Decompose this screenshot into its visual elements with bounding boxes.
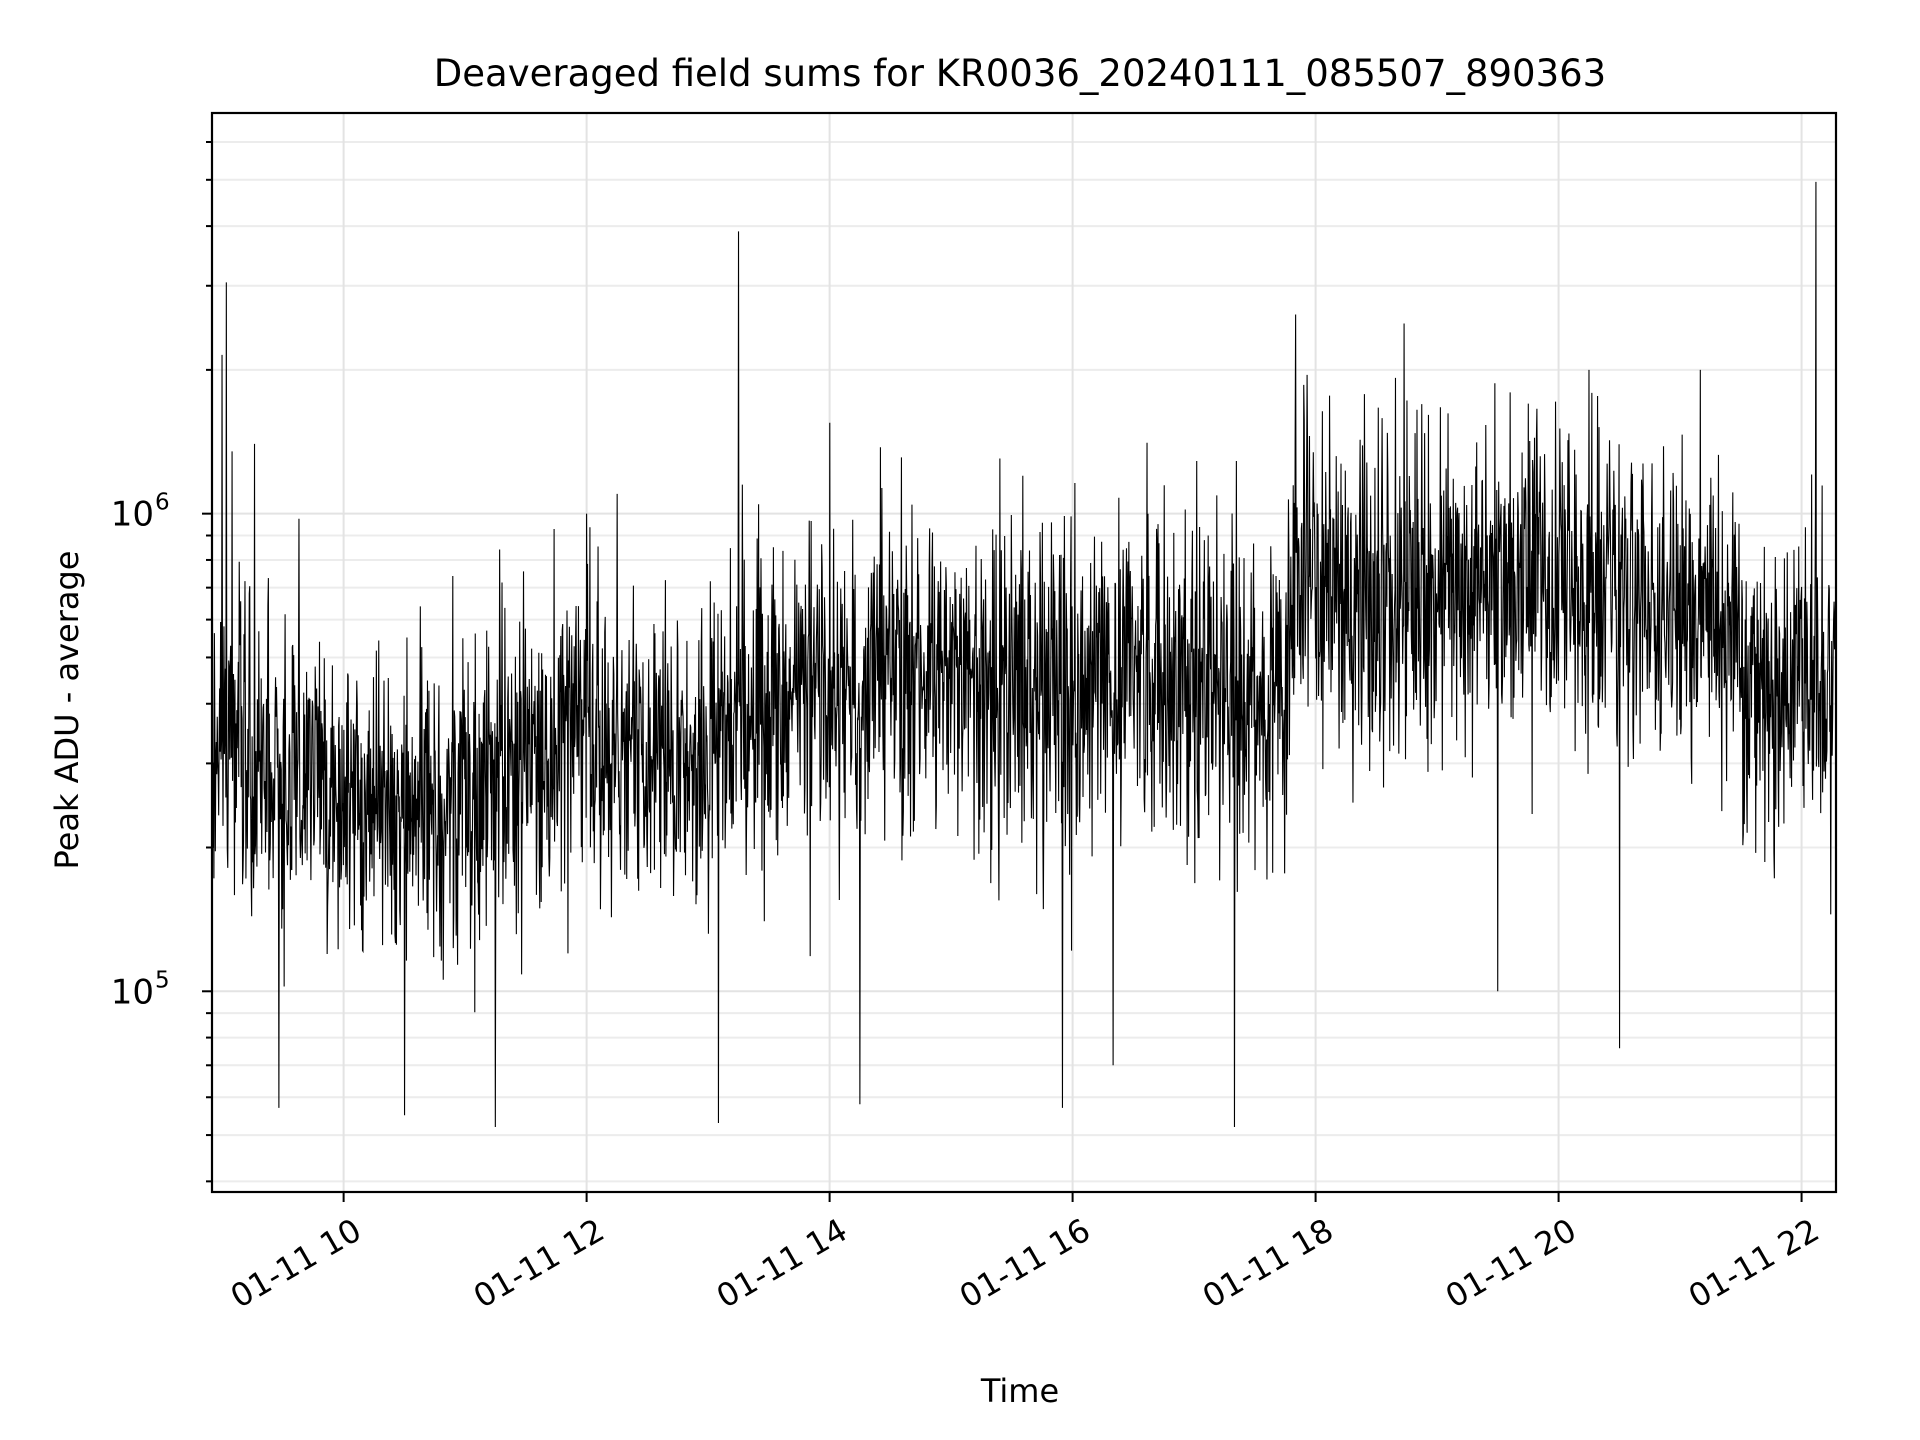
series-line: [211, 181, 1837, 1127]
y-axis-label: Peak ADU - average: [48, 551, 86, 870]
plot-frame: [210, 111, 1838, 1194]
series-layer: [211, 181, 1837, 1127]
chart-title: Deaveraged field sums for KR0036_2024011…: [434, 52, 1606, 95]
y-tick-label: 10: [111, 972, 154, 1012]
y-tick-exponent: 5: [155, 967, 170, 993]
y-tick-exponent: 6: [155, 490, 170, 516]
y-tick-label: 10: [111, 495, 154, 535]
x-axis-label: Time: [980, 1372, 1059, 1410]
